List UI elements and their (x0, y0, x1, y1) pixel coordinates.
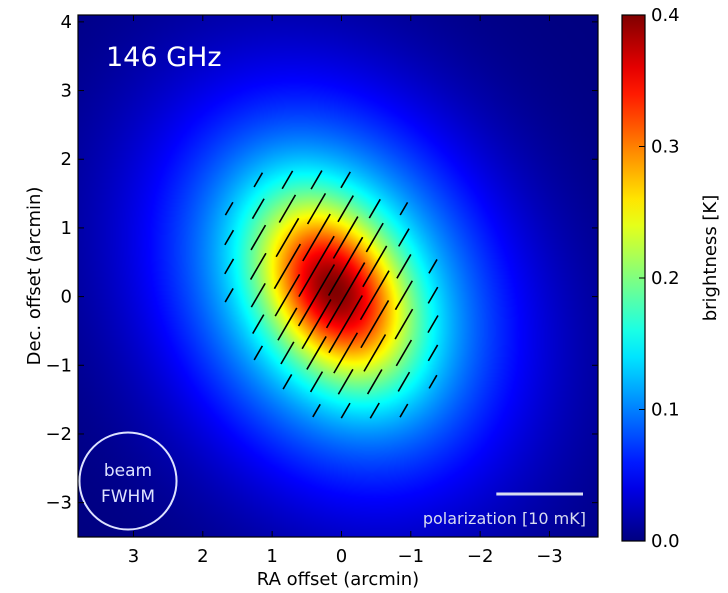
polarization-vector (252, 314, 265, 334)
x-tick-label: −2 (467, 546, 494, 567)
y-tick-label: 4 (61, 12, 72, 33)
colorbar-tick-label: 0.2 (651, 268, 680, 289)
polarization-vector (250, 224, 267, 251)
polarization-vector (428, 374, 438, 389)
polarization-vector (427, 286, 439, 304)
y-tick-label: 3 (61, 81, 72, 102)
polarization-vector (273, 243, 302, 290)
polarization-vector (250, 282, 266, 308)
polarization-scale: polarization [10 mK] (423, 492, 586, 528)
y-tick-label: 2 (61, 149, 72, 170)
y-tick-label: −1 (45, 355, 72, 376)
polarization-vector (359, 270, 390, 321)
polarization-vector (397, 371, 411, 392)
beam-indicator: beam FWHM (78, 431, 178, 531)
polarization-vector (369, 402, 380, 419)
polarization-vector (333, 332, 359, 374)
x-axis: 3 2 1 0 −1 −2 −3 (128, 15, 563, 567)
colorbar-tick-label: 0.3 (651, 137, 680, 158)
x-tick-label: −1 (398, 546, 425, 567)
x-tick-label: −3 (536, 546, 563, 567)
y-tick-label: −3 (45, 493, 72, 514)
polarization-vector (298, 235, 335, 298)
polarization-vector (325, 262, 366, 329)
polarization-vector (306, 336, 327, 370)
x-axis-label: RA offset (arcmin) (257, 569, 419, 590)
polarization-vector (310, 170, 323, 190)
polarization-vector (306, 192, 327, 225)
x-tick-label: 2 (197, 546, 208, 567)
polarization-vector (253, 345, 264, 361)
x-tick-label: 3 (128, 546, 139, 567)
polarization-vector (253, 172, 264, 188)
polarization-vector (399, 403, 409, 418)
polarization-vectors (224, 170, 439, 419)
polarization-vector (297, 264, 336, 327)
polarization-vector (340, 402, 351, 419)
polarization-vector (332, 216, 359, 259)
colorbar-ticks: 0.0 0.1 0.2 0.3 0.4 (639, 5, 680, 552)
polarization-vector (394, 280, 413, 311)
polarization-vector (365, 222, 384, 253)
brightness-heatmap (78, 15, 598, 537)
x-tick-label: 1 (266, 546, 277, 567)
plot-area (78, 15, 598, 537)
polarization-vector (278, 194, 297, 223)
polarization-vector (251, 198, 265, 220)
polarization-vector (280, 341, 295, 365)
y-tick-label: −2 (45, 424, 72, 445)
colorbar-tick-label: 0.4 (651, 5, 680, 26)
polarization-vector (224, 229, 235, 246)
colorbar: 0.0 0.1 0.2 0.3 0.4 brightness [K] (621, 5, 721, 552)
polarization-vector (301, 299, 332, 350)
polarization-vector (277, 307, 298, 341)
polarization-vector (428, 259, 438, 274)
x-tick-label: 0 (336, 546, 347, 567)
plot-frame (77, 14, 599, 538)
beam-circle (78, 431, 178, 531)
polarization-scale-label: polarization [10 mK] (423, 509, 586, 528)
beam-label-line1: beam (104, 461, 152, 481)
polarization-vector (337, 195, 354, 223)
polarization-vector (396, 254, 412, 279)
polarization-vector (368, 198, 381, 219)
polarization-vector (394, 308, 414, 340)
polarization-vector (312, 403, 321, 418)
polarization-vector (427, 315, 439, 334)
colorbar-tick-label: 0.1 (651, 400, 680, 421)
polarization-vector (328, 295, 363, 354)
polarization-vector (362, 245, 388, 288)
y-tick-label: 1 (61, 218, 72, 239)
polarization-vector (274, 273, 301, 317)
polarization-vector (398, 228, 410, 247)
colorbar-label: brightness [K] (700, 195, 721, 322)
polarization-vector (337, 368, 354, 395)
y-axis: −3 −2 −1 0 1 2 3 4 (45, 12, 598, 514)
polarization-vector (366, 369, 383, 395)
polarization-vector (224, 258, 235, 275)
polarization-vector (427, 344, 439, 362)
polarization-vector (224, 288, 234, 303)
polarization-vector (340, 171, 351, 189)
polarization-vector (249, 252, 267, 280)
colorbar-tick-label: 0.0 (651, 531, 680, 552)
polarization-vector (309, 371, 324, 393)
polarization-vector (302, 213, 331, 262)
polarization-vector (363, 334, 387, 372)
polarization-vector (275, 217, 300, 258)
y-axis-label: Dec. offset (arcmin) (24, 187, 45, 366)
polarization-vector (224, 201, 234, 216)
polarization-vector (360, 300, 390, 349)
polarization-vector (395, 339, 413, 367)
polarization-vector (399, 201, 409, 216)
beam-label-line2: FWHM (101, 487, 155, 507)
polarization-vector (282, 374, 293, 390)
polarization-vector (281, 170, 294, 190)
panel-label: 146 GHz (106, 42, 222, 73)
polarization-vector (327, 236, 364, 296)
y-tick-label: 0 (61, 287, 72, 308)
